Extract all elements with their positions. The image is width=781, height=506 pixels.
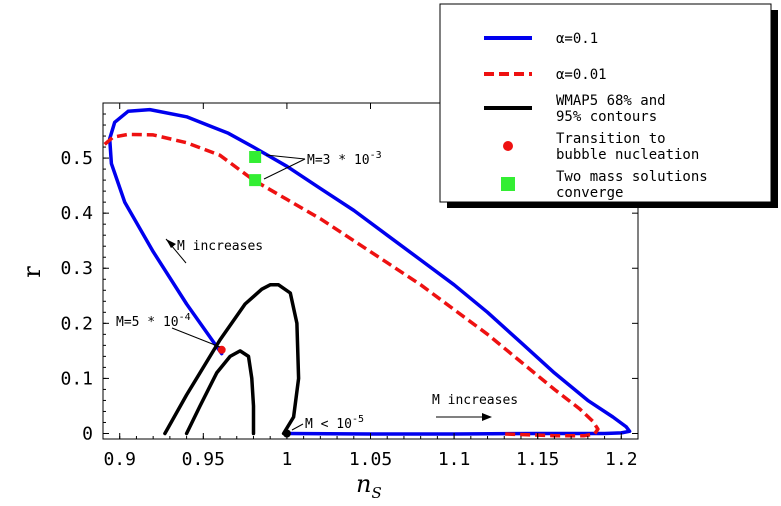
x-tick-label: 1.15: [516, 449, 559, 470]
legend-label: Two mass solutions: [556, 169, 708, 185]
series-line-1: [107, 107, 632, 436]
y-tick-label: 0.2: [60, 313, 93, 334]
x-tick-label: 1.2: [605, 449, 638, 470]
legend-label: Transition to: [556, 131, 666, 147]
legend: α=0.1 α=0.01 WMAP5 68% and 95% contours Tra…: [439, 3, 778, 208]
annotation-mlow-exponent: -5: [352, 414, 364, 425]
legend-swatch-square: [501, 177, 515, 191]
annotation-m5-exponent: -4: [179, 312, 191, 323]
series-layer: [103, 107, 632, 438]
annotation-mlow-leader: [291, 423, 304, 431]
annotation-m-increases-2: M increases: [432, 393, 518, 408]
marker-square: [249, 150, 262, 163]
series-wmap5-contour-2: [184, 349, 256, 436]
annotation-m3-base: M=3 * 10: [307, 153, 370, 168]
x-tick-label: 1.05: [349, 449, 392, 470]
marker-dot: [217, 345, 226, 354]
y-tick-label: 0.3: [60, 258, 93, 279]
x-tick-label: 0.9: [103, 449, 136, 470]
x-tick-label: 0.95: [182, 449, 225, 470]
annotation-m3-leader: [263, 158, 306, 180]
x-tick-label: 1.1: [438, 449, 471, 470]
annotation-m3-leader: [265, 154, 306, 160]
legend-label: 95% contours: [556, 109, 657, 125]
y-tick-label: 0.1: [60, 368, 93, 389]
y-axis-ticks: 0 0.1 0.2 0.3 0.4 0.5: [60, 113, 638, 444]
annotation-m5-base: M=5 * 10: [116, 315, 179, 330]
y-tick-label: 0.5: [60, 148, 93, 169]
series-line-2: [103, 132, 600, 438]
x-axis-label-subscript: S: [371, 484, 381, 502]
annotation-mlow-base: M < 10: [305, 417, 352, 432]
annotation-m5: M=5 * 10-4: [116, 312, 191, 330]
marker-square: [249, 174, 262, 187]
legend-swatch-dot: [503, 141, 513, 151]
legend-label: WMAP5 68% and: [556, 93, 666, 109]
annotation-m3: M=3 * 10-3: [307, 150, 382, 168]
annotation-m5-leader: [171, 327, 221, 348]
legend-label: α=0.1: [556, 31, 598, 47]
arrow-head: [166, 239, 176, 248]
legend-label: converge: [556, 185, 623, 201]
annotations-layer: M=3 * 10-3 M=5 * 10-4 M < 10-5 M increases M…: [116, 150, 518, 432]
series-wmap5-contour-1: [163, 283, 301, 436]
annotation-m3-exponent: -3: [370, 150, 382, 161]
marker-dot: [282, 429, 291, 438]
y-tick-label: 0: [82, 423, 93, 444]
annotation-mlow: M < 10-5: [305, 414, 364, 432]
y-tick-label: 0.4: [60, 203, 93, 224]
x-axis-label: nS: [356, 470, 382, 502]
legend-label: α=0.01: [556, 67, 607, 83]
y-axis-label: r: [18, 266, 46, 278]
arrow-head: [482, 413, 492, 421]
legend-label: bubble nucleation: [556, 147, 699, 163]
markers-layer: [217, 150, 291, 438]
annotation-m-increases-1: M increases: [177, 239, 263, 254]
x-tick-label: 1: [281, 449, 292, 470]
